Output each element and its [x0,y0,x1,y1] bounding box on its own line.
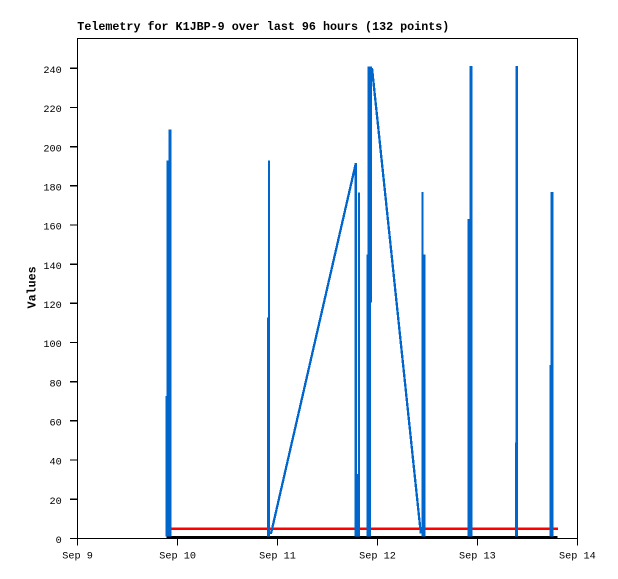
svg-text:Sep 9: Sep 9 [62,552,93,563]
svg-text:140: 140 [43,262,61,273]
svg-text:Values: Values [25,266,39,308]
svg-text:0: 0 [56,536,62,547]
svg-text:180: 180 [43,184,61,195]
svg-text:200: 200 [43,144,61,155]
svg-text:Sep 12: Sep 12 [359,552,396,563]
svg-text:60: 60 [49,419,61,430]
svg-text:Telemetry for K1JBP-9 over las: Telemetry for K1JBP-9 over last 96 hours… [77,20,449,34]
svg-text:Sep 13: Sep 13 [459,552,496,563]
svg-text:80: 80 [49,379,61,390]
svg-text:220: 220 [43,105,61,116]
svg-text:160: 160 [43,223,61,234]
svg-text:Sep 14: Sep 14 [559,552,596,563]
svg-text:120: 120 [43,301,61,312]
svg-text:40: 40 [49,458,61,469]
svg-text:20: 20 [49,497,61,508]
svg-text:100: 100 [43,340,61,351]
svg-text:Sep 11: Sep 11 [259,552,296,563]
svg-text:240: 240 [43,66,61,77]
svg-text:Sep 10: Sep 10 [159,552,196,563]
